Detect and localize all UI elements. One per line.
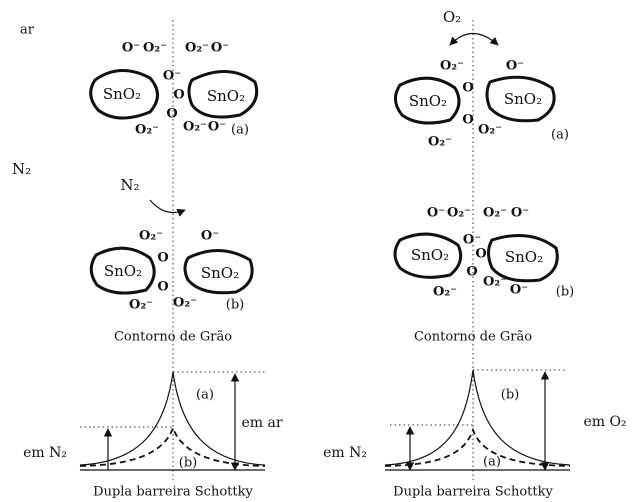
grain-label: SnO₂ xyxy=(409,92,447,110)
ion-label: O₂⁻ xyxy=(440,59,464,74)
ion-label: O⁻ xyxy=(510,283,528,298)
ion-label: O⁻ xyxy=(506,59,524,74)
ion-label: O⁻ xyxy=(163,69,181,84)
side-label: N₂ xyxy=(12,160,31,178)
ion-label: O₂⁻ xyxy=(173,296,197,311)
condition-label: em ar xyxy=(241,415,282,431)
state-label: (b) xyxy=(556,285,574,300)
boundary-label: Contorno de Grão xyxy=(114,330,232,345)
grain-label: SnO₂ xyxy=(201,264,239,282)
curve-label: (a) xyxy=(483,455,501,470)
ion-label: O₂⁻ xyxy=(447,206,471,221)
barrier-curve xyxy=(385,370,570,465)
plot-caption: Dupla barreira Schottky xyxy=(393,485,553,500)
diagram: ar N₂ N₂ O₂ Contorno de Grão Contorno de… xyxy=(0,0,634,502)
curve-label: (a) xyxy=(196,388,214,403)
ion-label: O₂⁻ xyxy=(433,285,457,300)
condition-label: em O₂ xyxy=(583,414,626,430)
ion-label: O₂⁻ xyxy=(143,41,167,56)
ion-label: O₂⁻ xyxy=(139,229,163,244)
ion-label: O xyxy=(173,88,184,103)
grain-label: SnO₂ xyxy=(103,85,141,103)
ion-label: O₂⁻ xyxy=(183,120,207,135)
gas-arrow xyxy=(150,200,185,212)
ion-label: O⁻ xyxy=(511,206,529,221)
grain-label: SnO₂ xyxy=(207,87,245,105)
grain-label: SnO₂ xyxy=(505,248,543,266)
ion-label: O₂⁻ xyxy=(129,298,153,313)
ion-label: O⁻ xyxy=(211,41,229,56)
ion-label: O⁻ xyxy=(208,120,226,135)
gas-label: N₂ xyxy=(120,176,139,194)
grain-label: SnO₂ xyxy=(104,262,142,280)
ion-label: O⁻ xyxy=(463,233,481,248)
condition-label: em N₂ xyxy=(323,445,367,461)
ion-label: O xyxy=(166,107,177,122)
ion-label: O₂⁻ xyxy=(483,275,507,290)
condition-label: em N₂ xyxy=(23,445,67,461)
side-label: ar xyxy=(20,23,35,38)
grain-label: SnO₂ xyxy=(411,246,449,264)
ion-label: O₂⁻ xyxy=(428,135,452,150)
ion-label: O⁻ xyxy=(122,41,140,56)
ion-label: O xyxy=(466,265,477,280)
ion-label: O⁻ xyxy=(201,229,219,244)
ion-label: O xyxy=(157,280,168,295)
ion-label: O xyxy=(475,247,486,262)
ion-label: O₂⁻ xyxy=(135,123,159,138)
curve-label: (b) xyxy=(501,388,519,403)
state-label: (a) xyxy=(551,128,569,143)
ion-label: O₂⁻ xyxy=(478,123,502,138)
boundary-label: Contorno de Grão xyxy=(414,330,532,345)
plot-caption: Dupla barreira Schottky xyxy=(93,485,253,500)
ion-label: O₂⁻ xyxy=(185,41,209,56)
grain-label: SnO₂ xyxy=(504,90,542,108)
ion-label: O xyxy=(462,113,473,128)
state-label: (b) xyxy=(226,298,244,313)
gas-label: O₂ xyxy=(443,8,461,26)
ion-label: O xyxy=(157,251,168,266)
ion-label: O⁻ xyxy=(427,206,445,221)
ion-label: O xyxy=(462,81,473,96)
state-label: (a) xyxy=(231,123,249,138)
ion-label: O₂⁻ xyxy=(483,206,507,221)
gas-arrow xyxy=(450,34,498,46)
curve-label: (b) xyxy=(179,456,197,471)
